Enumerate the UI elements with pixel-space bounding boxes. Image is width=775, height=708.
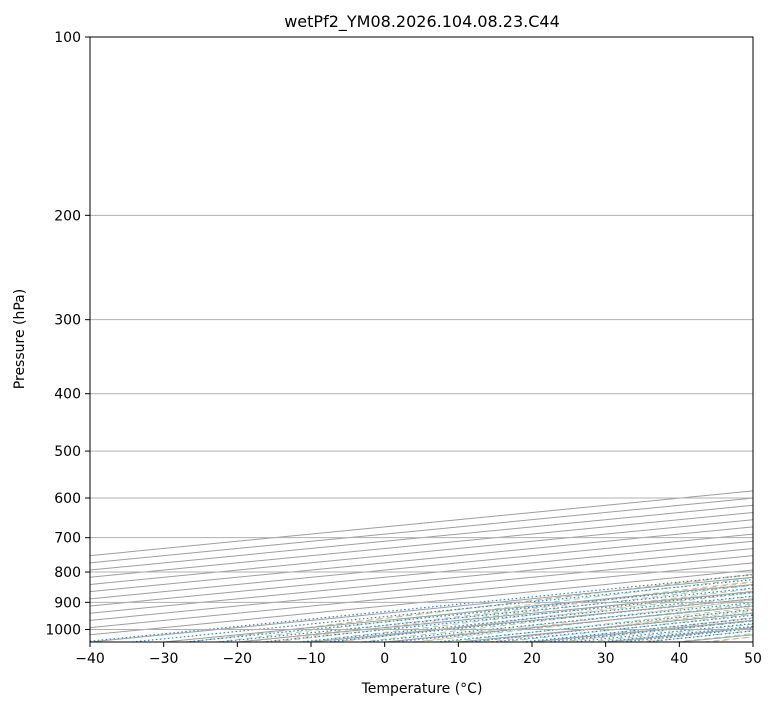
y-tick-label: 100	[54, 30, 81, 46]
mixing-ratio-line	[131, 579, 753, 642]
mixing-ratio-line	[492, 614, 753, 642]
y-tick-label: 400	[54, 387, 81, 403]
x-tick-label: 30	[597, 651, 615, 667]
x-axis: −40 −30 −20 −10 0 10 20 30 40 50	[75, 642, 762, 667]
moist-adiabat	[502, 613, 753, 642]
mixing-ratio-line	[365, 602, 753, 642]
dry-adiabat	[487, 608, 753, 642]
moist-adiabat	[703, 636, 753, 642]
y-tick-label: 800	[54, 565, 81, 581]
y-tick-label: 1000	[45, 622, 81, 638]
isotherms	[90, 490, 753, 642]
isotherm-line	[90, 512, 753, 578]
y-tick-label: 900	[54, 595, 81, 611]
x-tick-label: −20	[223, 651, 253, 667]
isotherm-line	[163, 583, 753, 642]
mixing-ratio-lines	[90, 574, 753, 642]
moist-adiabat	[303, 588, 753, 642]
isotherm-line	[90, 526, 753, 593]
isotherm-line	[90, 504, 753, 571]
moist-adiabat	[473, 610, 753, 642]
dry-adiabat	[562, 617, 753, 642]
chart-title: wetPf2_YM08.2026.104.08.23.C44	[284, 12, 560, 32]
moist-adiabat	[216, 577, 753, 642]
isotherm-line	[90, 519, 753, 585]
x-tick-label: 20	[523, 651, 541, 667]
moist-adiabat	[245, 581, 753, 642]
x-tick-label: 10	[449, 651, 467, 667]
isotherm-line	[90, 562, 753, 629]
dry-adiabat	[338, 590, 753, 642]
y-axis-label: Pressure (hPa)	[12, 289, 28, 389]
moist-adiabat	[616, 626, 753, 642]
isotherm-line	[90, 547, 753, 614]
y-axis: 100 200 300 400 500 600 700 800 900 1000	[45, 30, 90, 638]
mixing-ratio-line	[299, 595, 753, 642]
isotherm-line	[90, 555, 753, 621]
isotherm-line	[605, 627, 753, 642]
y-tick-label: 200	[54, 208, 81, 224]
x-tick-label: 50	[744, 651, 762, 667]
x-tick-label: 0	[380, 651, 389, 667]
y-tick-label: 300	[54, 313, 81, 329]
isotherm-line	[90, 533, 753, 600]
moist-adiabat	[332, 592, 753, 642]
y-tick-label: 600	[54, 491, 81, 507]
plot-frame	[89, 36, 754, 643]
dry-adiabat	[188, 573, 753, 642]
x-tick-label: −40	[75, 651, 105, 667]
moist-adiabat	[645, 630, 753, 642]
isotherm-line	[90, 540, 753, 607]
y-tick-label: 500	[54, 444, 81, 460]
dry-adiabats	[188, 573, 753, 642]
moist-adiabat	[559, 620, 753, 642]
x-tick-label: 40	[670, 651, 688, 667]
x-axis-label: Temperature (°C)	[361, 681, 483, 697]
isotherm-line	[90, 497, 753, 564]
moist-adiabat	[360, 595, 753, 642]
background-lines	[90, 37, 753, 642]
moist-adiabat	[187, 573, 753, 642]
moist-adiabat	[587, 623, 753, 642]
mixing-ratio-line	[90, 574, 753, 642]
moist-adiabats	[187, 573, 753, 642]
isotherm-line	[90, 490, 753, 557]
y-tick-label: 700	[54, 531, 81, 547]
x-tick-label: −30	[149, 651, 179, 667]
isotherm-line	[310, 598, 753, 642]
x-tick-label: −10	[296, 651, 326, 667]
mixing-ratio-line	[436, 609, 753, 642]
dry-adiabat	[263, 581, 753, 642]
pressure-gridlines	[90, 37, 753, 630]
isotherm-line	[752, 641, 753, 642]
dry-adiabat	[636, 626, 753, 642]
moist-adiabat	[274, 584, 753, 642]
